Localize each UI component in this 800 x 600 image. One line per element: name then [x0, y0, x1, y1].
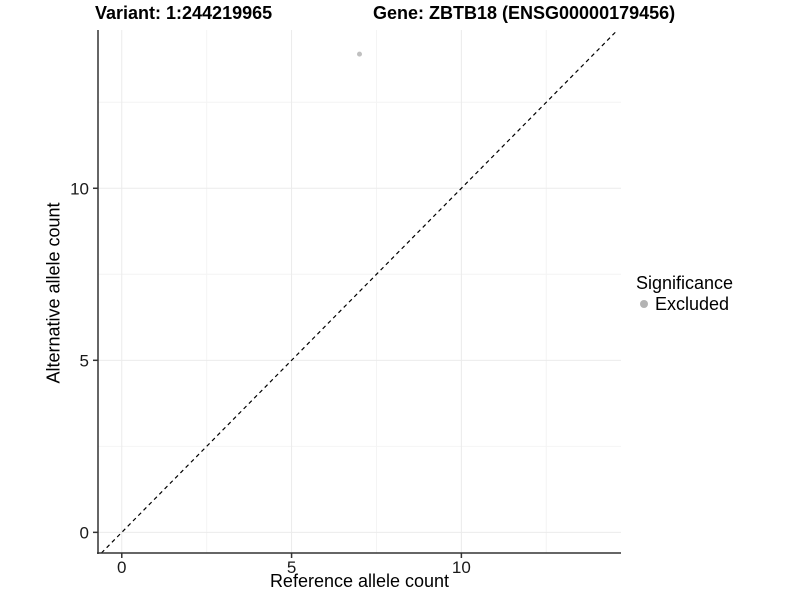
y-tick-label: 10	[70, 179, 89, 198]
x-tick-label: 5	[287, 558, 296, 577]
y-tick-label: 5	[80, 351, 89, 370]
x-tick-label: 10	[452, 558, 471, 577]
x-tick-label: 0	[117, 558, 126, 577]
excluded-point-icon	[640, 300, 648, 308]
y-tick-label: 0	[80, 523, 89, 542]
gene-title: Gene: ZBTB18 (ENSG00000179456)	[373, 3, 676, 23]
data-point-excluded	[357, 51, 362, 57]
identity-line	[100, 29, 619, 554]
legend-title: Significance	[636, 273, 734, 293]
legend-item-label: Excluded	[655, 294, 730, 314]
variant-title: Variant: 1:244219965	[95, 3, 273, 23]
y-axis-label: Alternative allele count	[43, 202, 64, 384]
legend: Significance Excluded	[636, 273, 733, 314]
x-axis-label: Reference allele count	[269, 571, 450, 591]
legend-item-excluded: Excluded	[636, 294, 733, 314]
